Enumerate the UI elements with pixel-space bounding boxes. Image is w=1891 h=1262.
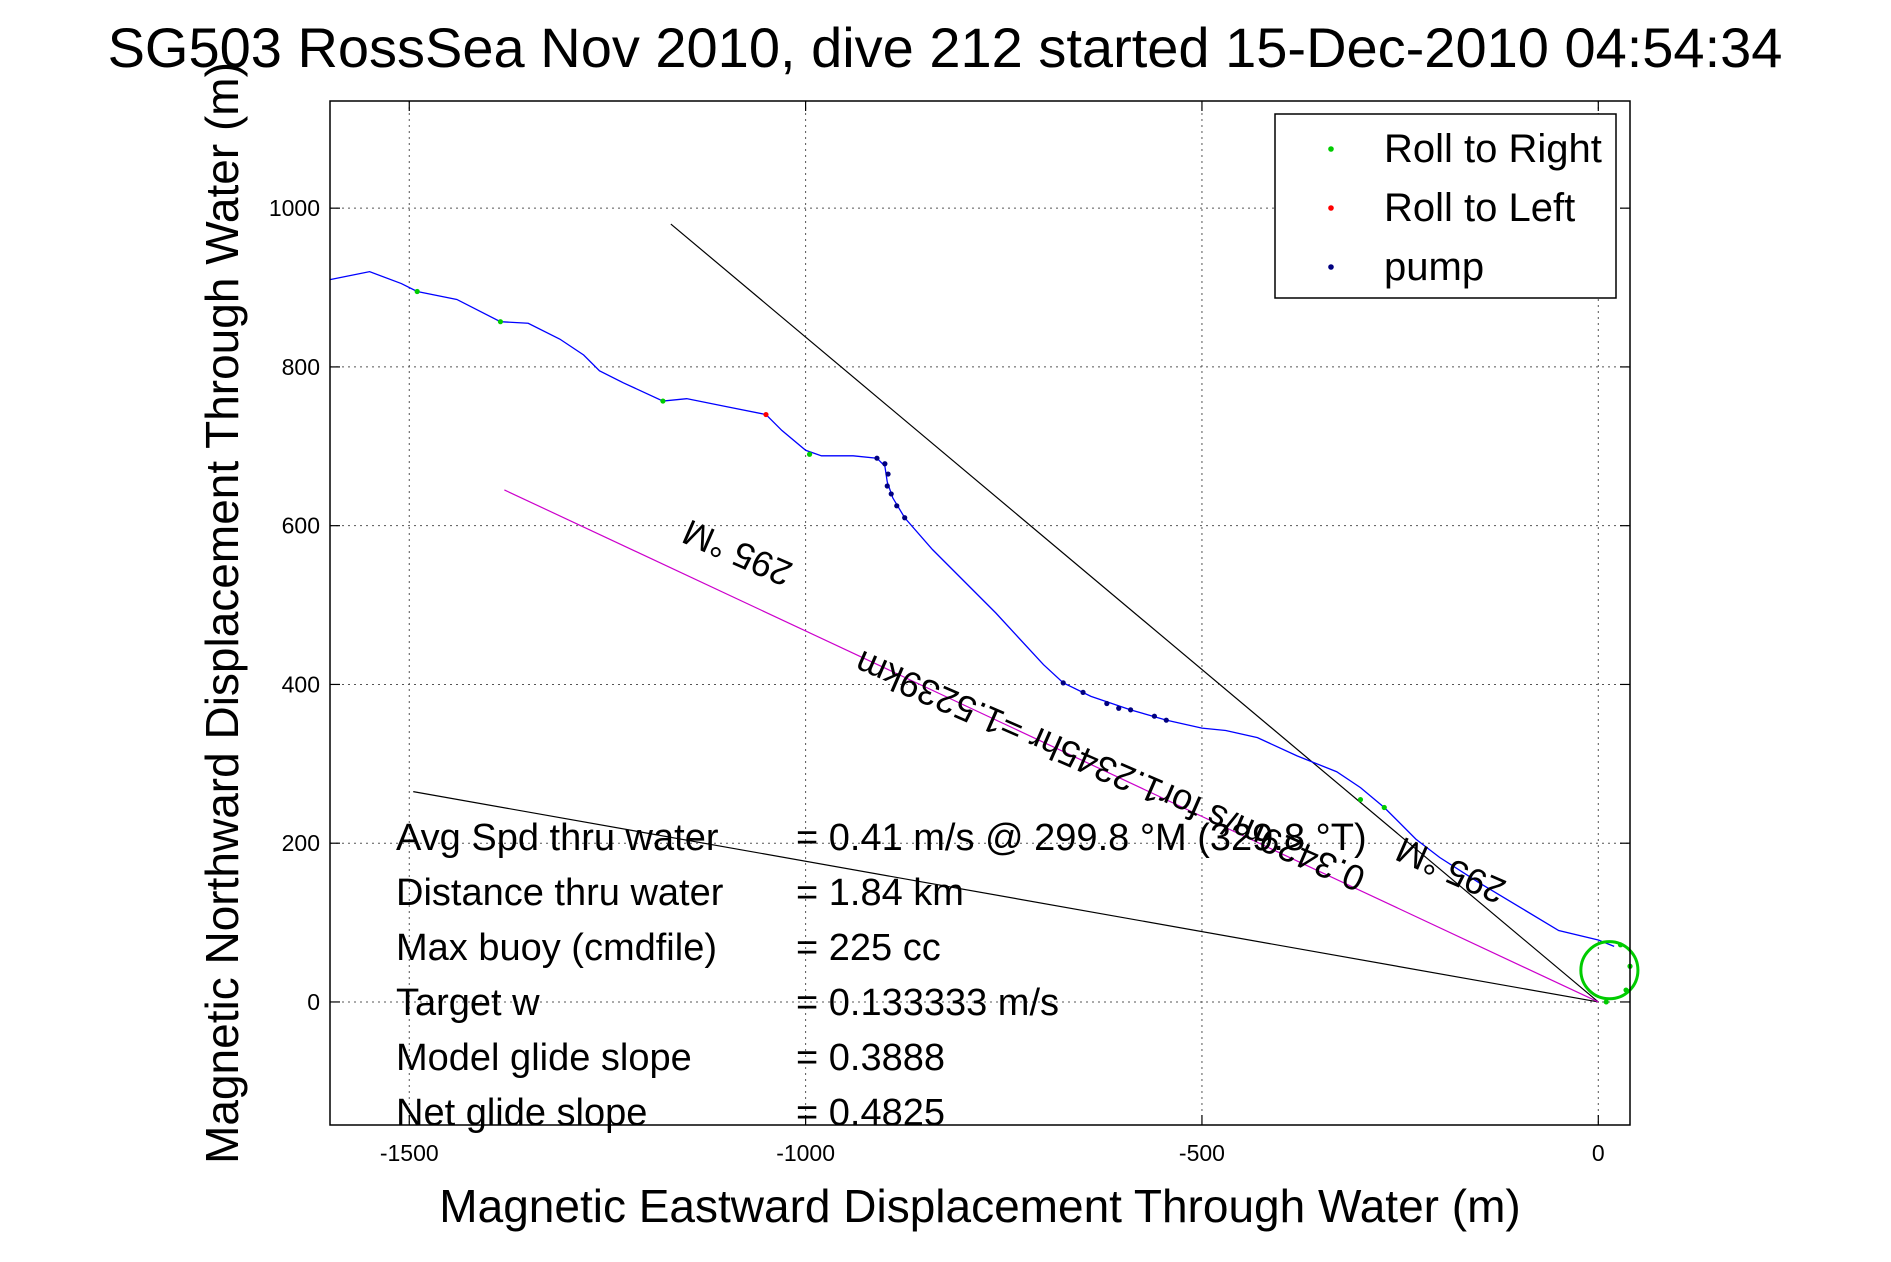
pump-marker bbox=[1060, 680, 1066, 686]
legend-marker bbox=[1328, 264, 1334, 270]
dive-stats: Avg Spd thru water = 0.41 m/s @ 299.8 °M … bbox=[396, 817, 1367, 1134]
x-tick-label: -500 bbox=[1179, 1140, 1225, 1166]
y-tick-label: 800 bbox=[282, 354, 320, 380]
pump-marker bbox=[902, 515, 908, 521]
roll-to-right-marker bbox=[806, 451, 813, 457]
y-tick-label: 600 bbox=[282, 513, 320, 539]
pump-marker bbox=[1116, 705, 1122, 711]
axis-ticks: -1500 -1000 -500 0 0 200 400 600 800 1000 bbox=[269, 101, 1630, 1166]
pump-marker bbox=[894, 503, 900, 509]
stat-label: Max buoy (cmdfile) bbox=[396, 927, 717, 969]
y-tick-label: 200 bbox=[282, 830, 320, 856]
y-tick-label: 400 bbox=[282, 671, 320, 697]
y-axis-label: Magnetic Northward Displacement Through … bbox=[196, 62, 248, 1164]
pump-marker bbox=[885, 471, 891, 477]
y-tick-label: 0 bbox=[307, 989, 320, 1015]
glider-track bbox=[329, 270, 1640, 1001]
pump-marker bbox=[884, 483, 890, 489]
pump-marker bbox=[1163, 717, 1169, 723]
legend: Roll to Right Roll to Left pump bbox=[1274, 113, 1617, 299]
grid-lines bbox=[330, 101, 1630, 1125]
roll-to-right-marker bbox=[1617, 942, 1624, 948]
heading-annotation: 295 °M bbox=[677, 511, 798, 594]
roll-to-right-marker bbox=[1603, 999, 1609, 1005]
event-markers bbox=[414, 288, 1633, 1005]
reference-lines bbox=[413, 223, 1599, 1003]
reference-line bbox=[413, 791, 1599, 1003]
roll-to-right-marker bbox=[1381, 804, 1387, 811]
stat-label: Net glide slope bbox=[396, 1092, 647, 1134]
pump-marker bbox=[888, 491, 894, 497]
x-axis-label: Magnetic Eastward Displacement Through W… bbox=[439, 1180, 1520, 1232]
heading-annotation: 295 °M bbox=[1390, 829, 1511, 912]
stat-label: Distance thru water bbox=[396, 872, 724, 914]
x-tick-label: -1500 bbox=[380, 1140, 439, 1166]
x-tick-label: 0 bbox=[1592, 1140, 1605, 1166]
pump-marker bbox=[1128, 707, 1134, 713]
chart-title: SG503 RossSea Nov 2010, dive 212 started… bbox=[108, 16, 1783, 79]
stat-label: Model glide slope bbox=[396, 1037, 692, 1079]
stat-value: = 0.4825 bbox=[796, 1092, 945, 1134]
legend-marker bbox=[1328, 205, 1334, 211]
reference-line bbox=[504, 489, 1599, 1003]
stat-label: Target w bbox=[396, 982, 540, 1024]
turn-loop bbox=[1579, 940, 1640, 1001]
x-tick-label: -1000 bbox=[776, 1140, 835, 1166]
legend-entry: pump bbox=[1384, 245, 1484, 289]
roll-to-right-marker bbox=[414, 288, 420, 295]
stat-value: = 0.3888 bbox=[796, 1037, 945, 1079]
pump-marker bbox=[882, 461, 888, 467]
pump-marker bbox=[874, 455, 880, 461]
reference-line bbox=[670, 223, 1599, 1003]
track-line bbox=[329, 270, 1615, 947]
stat-value: = 0.41 m/s @ 299.8 °M (329.8 °T) bbox=[796, 817, 1367, 859]
legend-entry: Roll to Right bbox=[1384, 127, 1602, 171]
roll-to-right-marker bbox=[497, 319, 504, 325]
legend-entry: Roll to Left bbox=[1384, 186, 1575, 230]
y-tick-label: 1000 bbox=[269, 195, 320, 221]
plot-frame bbox=[329, 100, 1631, 1126]
roll-to-right-marker bbox=[1623, 987, 1629, 993]
pump-marker bbox=[1104, 700, 1110, 707]
pump-marker bbox=[1151, 713, 1157, 719]
pump-marker bbox=[1080, 689, 1086, 695]
stat-value: = 0.133333 m/s bbox=[796, 982, 1059, 1024]
stat-value: = 1.84 km bbox=[796, 872, 964, 914]
stat-value: = 225 cc bbox=[796, 927, 941, 969]
roll-to-right-marker bbox=[1357, 796, 1364, 803]
stat-label: Avg Spd thru water bbox=[396, 817, 719, 859]
roll-to-right-marker bbox=[660, 398, 666, 404]
legend-marker bbox=[1328, 146, 1334, 152]
roll-to-left-marker bbox=[763, 411, 769, 418]
heading-annotation: 0.3429m/s for1.2345hr =1.5239km bbox=[849, 643, 1371, 900]
